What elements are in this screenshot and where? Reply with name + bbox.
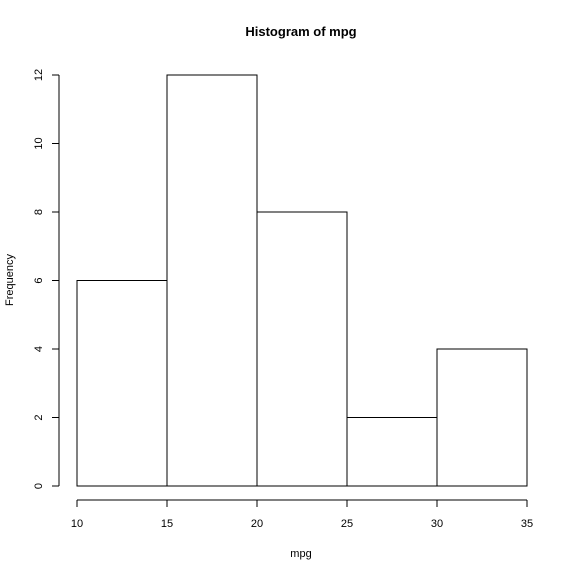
- y-tick-label: 8: [33, 209, 45, 215]
- x-tick-label: 10: [71, 518, 83, 530]
- x-tick-label: 35: [521, 518, 533, 530]
- x-axis: 10 15 20 25 30 35: [71, 499, 533, 530]
- x-tick-label: 15: [161, 518, 173, 530]
- y-tick-label: 10: [33, 137, 45, 149]
- bars-group: [76, 74, 528, 487]
- histogram-bar: [346, 417, 438, 487]
- y-tick-label: 2: [33, 414, 45, 420]
- chart-title: Histogram of mpg: [245, 24, 356, 39]
- y-axis: 0 2 4 6 8 10 12: [33, 69, 60, 489]
- y-tick-label: 6: [33, 277, 45, 283]
- x-tick-label: 30: [431, 518, 443, 530]
- y-axis-label: Frequency: [4, 254, 16, 306]
- histogram-bar: [76, 280, 168, 487]
- histogram-bar: [166, 74, 258, 487]
- x-axis-label: mpg: [290, 548, 311, 560]
- x-tick-label: 20: [251, 518, 263, 530]
- histogram-bar: [256, 211, 348, 487]
- y-tick-label: 12: [33, 69, 45, 81]
- y-tick-label: 0: [33, 483, 45, 489]
- y-tick-label: 4: [33, 346, 45, 352]
- histogram-bar: [436, 348, 528, 487]
- x-tick-label: 25: [341, 518, 353, 530]
